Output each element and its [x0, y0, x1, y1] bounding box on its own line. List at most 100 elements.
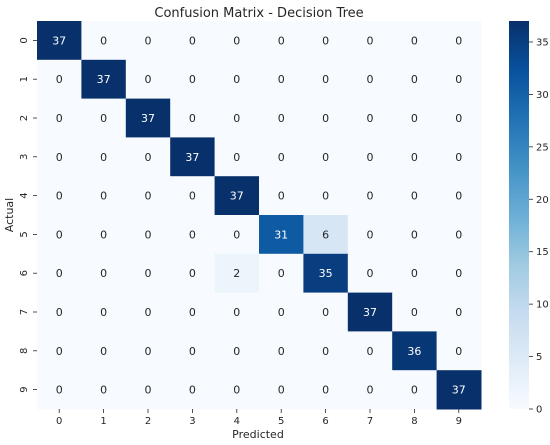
heatmap-cell-2-8: [392, 98, 438, 138]
y-tick-label-2: 2: [19, 115, 30, 121]
cell-value-4-2: 0: [145, 190, 152, 203]
heatmap-cell-8-5: [259, 331, 304, 371]
y-tick-label-1: 1: [19, 76, 30, 82]
heatmap-cell-2-5: [259, 98, 304, 138]
heatmap-cell-8-6: [303, 331, 349, 371]
heatmap-cell-2-0: [37, 98, 82, 138]
heatmap-cell-4-2: [125, 176, 171, 216]
cell-value-6-9: 0: [455, 267, 462, 280]
cell-value-2-5: 0: [278, 112, 285, 125]
cell-value-0-5: 0: [278, 34, 285, 47]
heatmap-cell-0-2: [125, 21, 171, 61]
cell-value-4-4: 37: [230, 190, 244, 203]
heatmap-cell-1-0: [37, 59, 82, 100]
cell-value-7-4: 0: [233, 306, 240, 319]
cell-value-5-1: 0: [100, 228, 107, 241]
colorbar-tick-label-5: 5: [536, 352, 542, 363]
heatmap-cell-3-3: [170, 137, 216, 177]
cell-value-6-2: 0: [145, 267, 152, 280]
colorbar: [509, 21, 529, 409]
x-tick-label-5: 5: [278, 416, 284, 427]
cell-value-8-1: 0: [100, 345, 107, 358]
cell-value-5-9: 0: [455, 228, 462, 241]
heatmap-cell-1-1: [81, 59, 127, 100]
cell-value-6-3: 0: [189, 267, 196, 280]
cell-value-3-8: 0: [411, 151, 418, 164]
cell-value-0-4: 0: [233, 34, 240, 47]
cell-value-3-1: 0: [100, 151, 107, 164]
heatmap-cell-1-2: [125, 59, 171, 100]
cell-value-7-1: 0: [100, 306, 107, 319]
cell-value-3-4: 0: [233, 151, 240, 164]
cell-value-3-3: 37: [185, 151, 199, 164]
colorbar-tick-label-10: 10: [536, 300, 549, 311]
heatmap-cell-1-5: [259, 59, 304, 100]
cell-value-4-0: 0: [56, 190, 63, 203]
heatmap-cell-5-0: [37, 215, 82, 255]
y-axis-label: Actual: [3, 198, 16, 232]
heatmap-cell-6-0: [37, 253, 82, 294]
heatmap-cell-9-1: [81, 370, 127, 410]
cell-value-5-6: 6: [322, 228, 329, 241]
cell-value-8-3: 0: [189, 345, 196, 358]
cell-value-7-9: 0: [455, 306, 462, 319]
heatmap-cell-2-3: [170, 98, 216, 138]
cell-value-1-7: 0: [367, 73, 374, 86]
heatmap-cell-2-4: [214, 98, 260, 138]
cell-value-9-9: 37: [452, 384, 466, 397]
cell-value-0-7: 0: [367, 34, 374, 47]
cell-value-1-2: 0: [145, 73, 152, 86]
y-tick-label-4: 4: [19, 192, 30, 198]
cell-value-3-2: 0: [145, 151, 152, 164]
cell-value-8-7: 0: [367, 345, 374, 358]
cell-value-2-8: 0: [411, 112, 418, 125]
cell-value-8-0: 0: [56, 345, 63, 358]
heatmap-cell-3-7: [347, 137, 393, 177]
heatmap-cell-5-8: [392, 215, 438, 255]
heatmap-cell-5-9: [436, 215, 482, 255]
heatmap-cell-3-4: [214, 137, 260, 177]
heatmap-cell-4-5: [259, 176, 304, 216]
heatmap-cell-7-8: [392, 292, 438, 332]
x-tick-label-1: 1: [100, 416, 106, 427]
colorbar-ticks: 0 5 10 15 20 25 30 35: [529, 37, 549, 416]
cell-value-9-2: 0: [145, 384, 152, 397]
cell-value-5-8: 0: [411, 228, 418, 241]
cell-value-1-9: 0: [455, 73, 462, 86]
heatmap-cell-1-9: [436, 59, 482, 100]
heatmap-cell-6-7: [347, 253, 393, 294]
colorbar-tick-label-15: 15: [536, 247, 549, 258]
heatmap-cell-7-3: [170, 292, 216, 332]
cell-value-4-9: 0: [455, 190, 462, 203]
cell-value-5-4: 0: [233, 228, 240, 241]
cell-value-2-7: 0: [367, 112, 374, 125]
heatmap-cell-6-4: [214, 253, 260, 294]
cell-value-6-6: 35: [319, 267, 333, 280]
y-tick-label-0: 0: [19, 37, 30, 43]
heatmap-cell-4-1: [81, 176, 127, 216]
heatmap-cell-3-6: [303, 137, 349, 177]
heatmap-cell-8-4: [214, 331, 260, 371]
cell-value-0-3: 0: [189, 34, 196, 47]
heatmap-cells: 37 0 0 0 0 0 0 0 0 0 0 37 0 0 0 0 0 0 0 0 0 0 37 0 0 0 0 0 0 0 0 0 0 37 0 0…: [37, 21, 482, 410]
x-tick-label-7: 7: [367, 416, 373, 427]
heatmap-cell-6-9: [436, 253, 482, 294]
cell-value-8-4: 0: [233, 345, 240, 358]
heatmap-cell-7-9: [436, 292, 482, 332]
cell-value-7-0: 0: [56, 306, 63, 319]
cell-value-9-3: 0: [189, 384, 196, 397]
heatmap-cell-0-9: [436, 21, 482, 61]
cell-value-8-9: 0: [455, 345, 462, 358]
heatmap-cell-0-7: [347, 21, 393, 61]
colorbar-tick-label-35: 35: [536, 37, 549, 48]
cell-value-6-8: 0: [411, 267, 418, 280]
cell-value-8-6: 0: [322, 345, 329, 358]
heatmap-cell-7-5: [259, 292, 304, 332]
cell-value-4-5: 0: [278, 190, 285, 203]
cell-value-4-6: 0: [322, 190, 329, 203]
cell-value-0-1: 0: [100, 34, 107, 47]
heatmap-cell-2-2: [125, 98, 171, 138]
heatmap-cell-4-3: [170, 176, 216, 216]
heatmap-cell-5-5: [259, 215, 304, 255]
